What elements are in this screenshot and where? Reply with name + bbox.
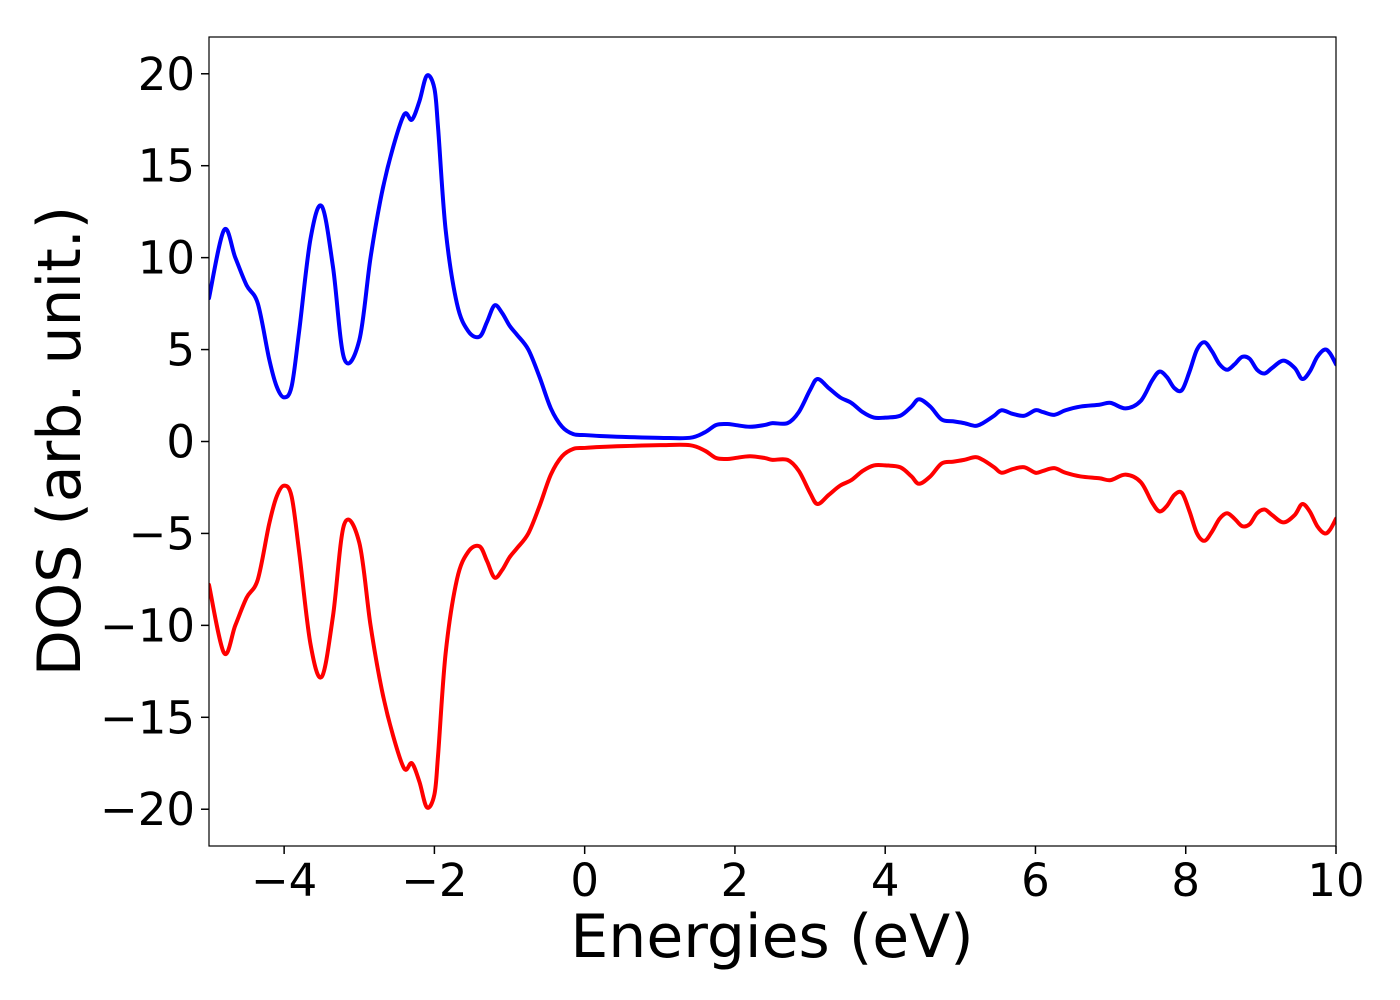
series-line-spin-up bbox=[209, 73, 1336, 441]
y-tick-label: 5 bbox=[166, 324, 195, 377]
y-tick-label: 0 bbox=[166, 416, 195, 469]
y-axis: 20 15 10 5 0 −5 −10 −15 −20 bbox=[100, 48, 209, 836]
x-axis-label: Energies (eV) bbox=[570, 902, 973, 972]
series-line-spin-down bbox=[209, 442, 1336, 810]
plot-frame bbox=[208, 36, 1337, 847]
x-tick-label: 2 bbox=[721, 854, 750, 907]
y-tick-label: −5 bbox=[129, 507, 195, 560]
y-tick-label: 10 bbox=[138, 232, 195, 285]
x-tick-label: 8 bbox=[1171, 854, 1200, 907]
x-tick-label: −2 bbox=[401, 854, 467, 907]
x-axis: −4 −2 0 2 4 6 8 10 bbox=[251, 846, 1365, 907]
y-tick-label: −20 bbox=[100, 783, 195, 836]
y-tick-label: 15 bbox=[138, 140, 195, 193]
series-layer bbox=[209, 73, 1336, 810]
x-tick-label: 10 bbox=[1307, 854, 1364, 907]
x-tick-label: −4 bbox=[251, 854, 317, 907]
x-tick-label: 6 bbox=[1021, 854, 1050, 907]
y-axis-label: DOS (arb. unit.) bbox=[25, 206, 95, 676]
x-tick-label: 0 bbox=[570, 854, 599, 907]
y-tick-label: −15 bbox=[100, 691, 195, 744]
x-tick-label: 4 bbox=[871, 854, 900, 907]
y-tick-label: −10 bbox=[100, 599, 195, 652]
y-tick-label: 20 bbox=[138, 48, 195, 101]
